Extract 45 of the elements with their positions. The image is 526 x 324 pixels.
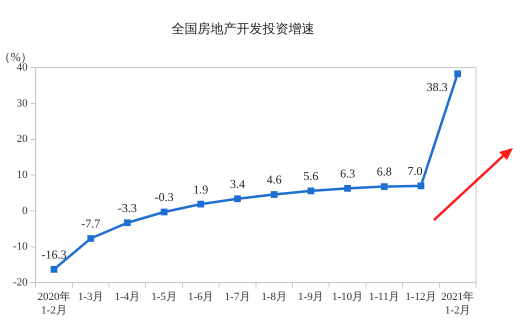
x-tick-label: 2020年 1-2月 <box>38 291 71 316</box>
y-tick-label: -20 <box>12 276 28 288</box>
x-tick-label: 1-8月 <box>261 291 288 304</box>
y-tick-label: -10 <box>12 240 28 253</box>
x-tick-label: 1-6月 <box>188 291 214 304</box>
text: -0.3 <box>154 190 174 204</box>
x-tick-label: 1-7月 <box>224 291 250 304</box>
x-tick-label: 1-11月 <box>368 291 400 304</box>
y-tick-label: 30 <box>16 97 28 110</box>
point <box>234 195 241 202</box>
point <box>270 191 278 198</box>
x-tick-label: 1-4月 <box>114 291 140 304</box>
text: 4.6 <box>266 172 282 187</box>
text: 38.3 <box>426 80 448 94</box>
x-tick-label: 1-12月 <box>405 291 437 304</box>
point <box>50 266 58 273</box>
x-tick-label: 2021年 1-2月 <box>441 291 474 316</box>
text: 3.4 <box>230 176 245 191</box>
point <box>124 219 131 226</box>
text: 6.8 <box>376 164 392 179</box>
text: -7.7 <box>81 216 100 231</box>
x-tick-label: 1-10月 <box>332 291 364 304</box>
point <box>87 235 94 242</box>
x-tick-label: 1-3月 <box>78 291 104 304</box>
point <box>418 182 424 190</box>
chart-title: 全国房地产开发投资增速 <box>172 21 314 38</box>
point <box>308 187 314 194</box>
x-tick-label: 1-5月 <box>151 291 177 304</box>
y-tick-label: 20 <box>16 133 28 146</box>
text: -16.3 <box>42 248 67 262</box>
text: 7.0 <box>407 164 422 178</box>
x-tick-label: 1-9月 <box>298 291 324 304</box>
text: -3.3 <box>118 200 137 215</box>
point <box>454 70 462 78</box>
text: 5.6 <box>303 169 318 184</box>
point <box>160 208 168 216</box>
y-axis-title: （%） <box>0 50 33 64</box>
y-tick-label: 0 <box>22 204 28 217</box>
y-tick-label: 10 <box>16 168 28 181</box>
y-tick-label: 40 <box>16 61 28 74</box>
point <box>344 184 351 192</box>
text: 6.3 <box>340 166 356 181</box>
point <box>197 200 204 208</box>
text: 1.9 <box>193 182 208 196</box>
point <box>380 183 388 190</box>
